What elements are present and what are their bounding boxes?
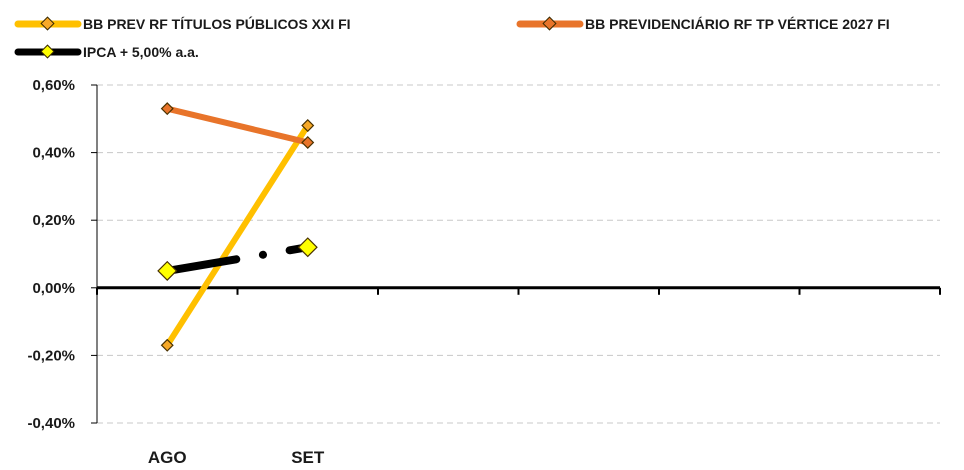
data-point-series-1 [160,338,174,352]
y-tick-label: 0,20% [32,212,75,229]
legend-item-series-1: BB PREV RF TÍTULOS PÚBLICOS XXI FI [14,15,351,32]
legend-label-series-3: IPCA + 5,00% a.a. [83,44,199,60]
data-point-series-2 [160,102,174,116]
data-point-series-3 [297,237,318,258]
legend-marker-series-1 [40,16,55,31]
legend-item-series-2: BB PREVIDENCIÁRIO RF TP VÉRTICE 2027 FI [516,16,890,32]
series-line-1 [164,122,311,349]
y-tick-label: 0,60% [32,77,75,94]
legend-label-series-2: BB PREVIDENCIÁRIO RF TP VÉRTICE 2027 FI [585,16,890,32]
x-category-label: SET [291,448,325,467]
y-tick-label: -0,40% [27,415,75,432]
y-tick-label: -0,20% [27,347,75,364]
legend-item-series-3: IPCA + 5,00% a.a. [14,44,199,60]
legend-label-series-1: BB PREV RF TÍTULOS PÚBLICOS XXI FI [83,15,351,32]
data-point-series-2 [301,135,315,149]
legend: BB PREV RF TÍTULOS PÚBLICOS XXI FI BB PR… [14,15,890,60]
plot-area: 0,60% 0,40% 0,20% 0,00% -0,20% -0,40% AGO SET [27,77,941,467]
y-tick-label: 0,00% [32,280,75,297]
legend-marker-series-2 [542,16,557,31]
data-point-series-1 [301,119,315,133]
series-line-2 [164,105,311,146]
x-category-label: AGO [148,448,187,467]
y-tick-label: 0,40% [32,145,75,162]
data-point-series-3 [157,260,178,281]
legend-marker-series-3 [40,44,55,59]
series-line-3 [163,243,312,275]
